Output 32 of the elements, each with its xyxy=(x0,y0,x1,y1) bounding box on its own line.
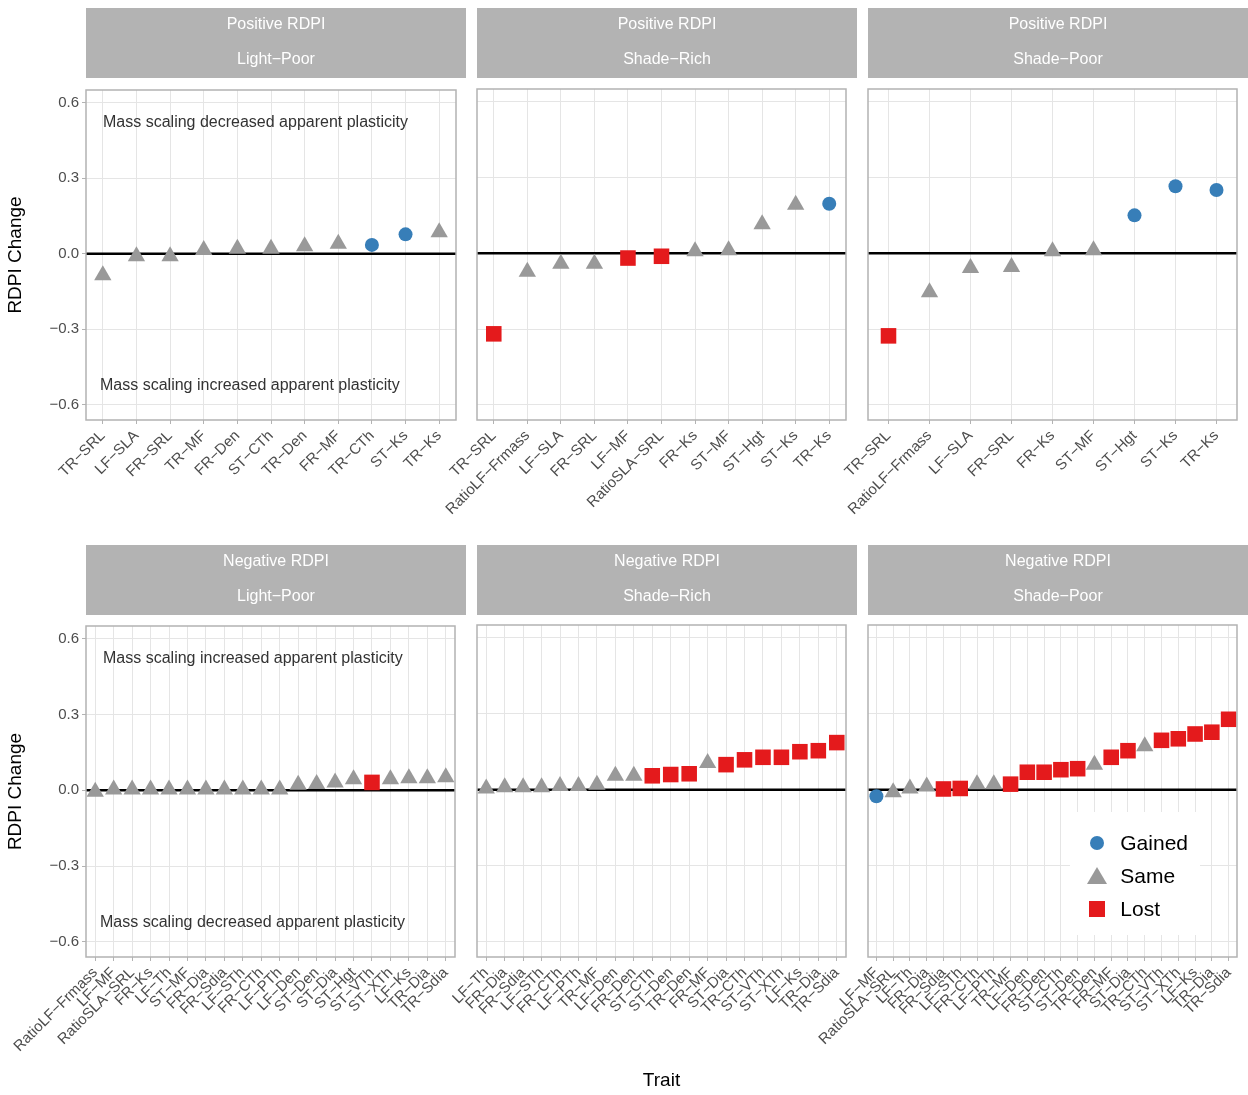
y-tick-label: −0.3 xyxy=(49,319,79,337)
chart-subtitle: Light−Poor xyxy=(236,50,316,68)
x-axis-title: Trait xyxy=(642,1068,681,1090)
chart-subtitle: Shade−Poor xyxy=(1012,50,1104,68)
chart-subtitle: Shade−Poor xyxy=(1012,587,1104,605)
chart-title: Positive RDPI xyxy=(616,15,718,33)
chart-title: Positive RDPI xyxy=(225,15,327,33)
chart-title: Negative RDPI xyxy=(222,552,330,570)
y-tick-label: 0.6 xyxy=(58,92,79,110)
chart-subtitle: Shade−Rich xyxy=(622,587,712,605)
y-tick-label: 0.3 xyxy=(58,704,79,722)
legend-label: Lost xyxy=(1120,896,1160,921)
y-tick-label: 0.3 xyxy=(58,168,79,186)
y-tick-label: −0.6 xyxy=(49,395,79,413)
chart-title: Positive RDPI xyxy=(1007,15,1109,33)
annotation: Mass scaling increased apparent plasticity xyxy=(100,376,400,394)
y-tick-label: −0.6 xyxy=(49,931,79,949)
chart-title: Negative RDPI xyxy=(613,552,721,570)
annotation: Mass scaling increased apparent plasticity xyxy=(103,649,403,667)
legend-label: Same xyxy=(1120,863,1176,888)
annotation: Mass scaling decreased apparent plasticity xyxy=(103,113,409,131)
chart-subtitle: Shade−Rich xyxy=(622,50,712,68)
y-tick-label: 0.0 xyxy=(58,243,79,261)
annotation: Mass scaling decreased apparent plasticity xyxy=(100,913,406,931)
y-axis-title: RDPI Change xyxy=(3,732,25,851)
chart-subtitle: Light−Poor xyxy=(236,587,316,605)
y-tick-label: −0.3 xyxy=(49,856,79,874)
legend-label: Gained xyxy=(1120,830,1188,855)
y-tick-label: 0.0 xyxy=(58,780,79,798)
y-tick-label: 0.6 xyxy=(58,628,79,646)
chart-title: Negative RDPI xyxy=(1004,552,1112,570)
y-axis-title: RDPI Change xyxy=(3,196,25,314)
